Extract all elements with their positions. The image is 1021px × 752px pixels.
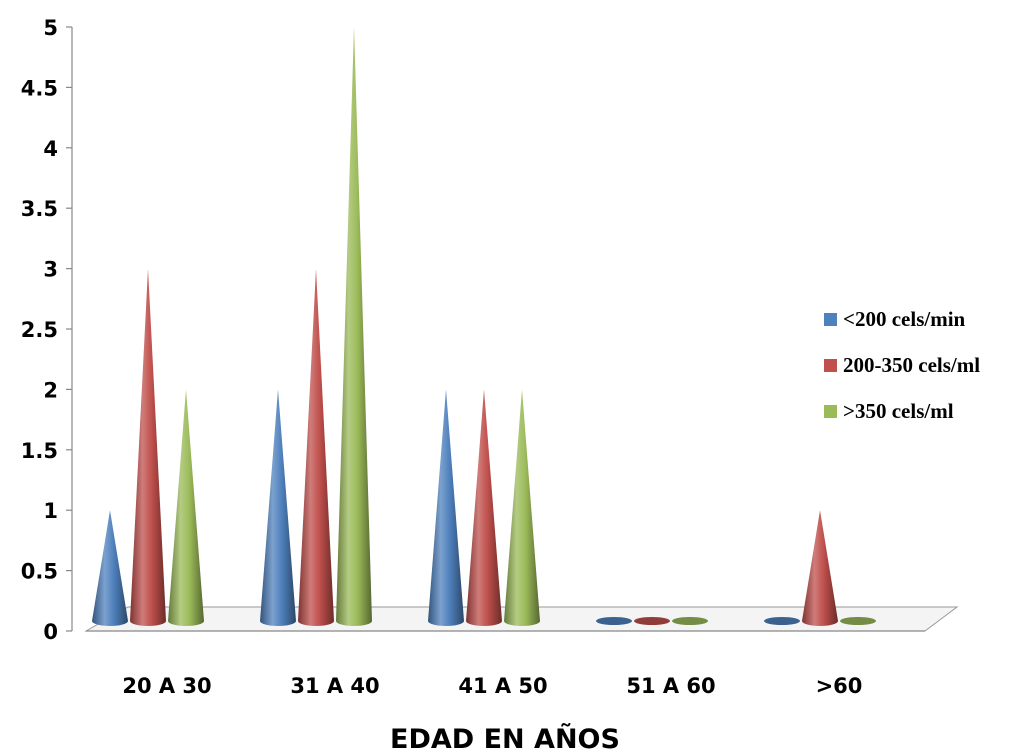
y-tick-label: 3 bbox=[43, 258, 58, 282]
bar bbox=[840, 617, 876, 625]
legend-item: 200-350 cels/ml bbox=[824, 342, 980, 388]
bar bbox=[634, 617, 670, 625]
bar bbox=[298, 268, 334, 626]
legend-label: 200-350 cels/ml bbox=[843, 352, 981, 377]
bar bbox=[596, 617, 632, 625]
y-tick-label: 0.5 bbox=[21, 560, 58, 584]
legend-label: <200 cels/min bbox=[843, 306, 966, 331]
x-category-label: 41 A 50 bbox=[458, 674, 547, 698]
legend: <200 cels/min 200-350 cels/ml >350 cels/… bbox=[824, 296, 980, 434]
bar bbox=[168, 389, 204, 626]
y-tick-label: 0 bbox=[43, 620, 58, 644]
y-tick-label: 5 bbox=[43, 16, 58, 40]
plot-area bbox=[92, 27, 876, 626]
bar bbox=[260, 389, 296, 626]
x-category-label: 31 A 40 bbox=[290, 674, 379, 698]
y-tick-label: 3.5 bbox=[21, 197, 58, 221]
y-tick-label: 4.5 bbox=[21, 76, 58, 100]
bar bbox=[764, 617, 800, 625]
bar bbox=[466, 389, 502, 626]
y-axis: 0 0.5 1 1.5 2 2.5 3 3.5 4 4.5 5 bbox=[21, 16, 73, 644]
bar bbox=[428, 389, 464, 626]
legend-item: >350 cels/ml bbox=[824, 388, 980, 434]
legend-swatch bbox=[824, 358, 837, 372]
y-tick-label: 2.5 bbox=[21, 318, 58, 342]
bar bbox=[130, 268, 166, 626]
legend-item: <200 cels/min bbox=[824, 296, 980, 342]
legend-swatch bbox=[824, 312, 837, 326]
x-category-label: 20 A 30 bbox=[122, 674, 211, 698]
x-axis-title: EDAD EN AÑOS bbox=[390, 723, 620, 752]
x-category-label: 51 A 60 bbox=[626, 674, 715, 698]
x-category-label: >60 bbox=[816, 674, 863, 698]
y-tick-label: 4 bbox=[43, 137, 58, 161]
y-tick-label: 1 bbox=[43, 499, 58, 523]
legend-label: >350 cels/ml bbox=[843, 398, 954, 423]
y-tick-label: 1.5 bbox=[21, 439, 58, 463]
bar bbox=[672, 617, 708, 625]
bar bbox=[336, 27, 372, 626]
bar bbox=[802, 510, 838, 626]
x-axis-labels: 20 A 30 31 A 40 41 A 50 51 A 60 >60 bbox=[122, 674, 862, 698]
legend-swatch bbox=[824, 404, 837, 418]
y-tick-label: 2 bbox=[43, 378, 58, 402]
bar bbox=[504, 389, 540, 626]
bar bbox=[92, 510, 128, 626]
